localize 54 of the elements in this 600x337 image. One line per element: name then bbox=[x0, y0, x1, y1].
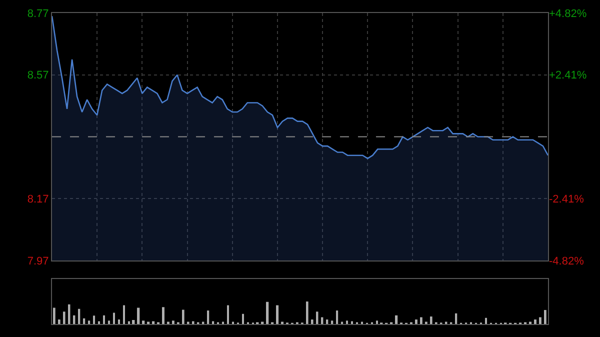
bar bbox=[128, 321, 130, 324]
bar bbox=[123, 305, 125, 324]
bar bbox=[83, 318, 86, 324]
bar bbox=[182, 310, 184, 324]
bar bbox=[455, 313, 458, 324]
y2-tick-label: -4.82% bbox=[549, 255, 584, 268]
y-tick-label: 8.77 bbox=[27, 8, 49, 20]
bar bbox=[98, 321, 100, 324]
bar bbox=[73, 315, 76, 324]
bar bbox=[351, 321, 353, 324]
bar bbox=[485, 318, 487, 324]
bar bbox=[207, 310, 210, 324]
bar bbox=[376, 320, 378, 324]
y-tick-label: 7.97 bbox=[27, 255, 49, 268]
bar bbox=[212, 321, 214, 324]
bar bbox=[544, 310, 546, 324]
bar bbox=[242, 314, 244, 324]
bar bbox=[58, 319, 60, 324]
bar bbox=[539, 317, 542, 324]
bar bbox=[420, 317, 422, 324]
bar bbox=[53, 308, 56, 324]
y2-tick-label: +2.41% bbox=[549, 70, 587, 82]
bar bbox=[63, 312, 66, 324]
bar bbox=[266, 302, 269, 324]
bar bbox=[132, 320, 135, 324]
bar bbox=[113, 312, 115, 324]
bar bbox=[142, 320, 145, 324]
bar bbox=[326, 319, 328, 324]
bar bbox=[346, 320, 348, 324]
bar bbox=[227, 305, 229, 324]
bar bbox=[336, 310, 338, 324]
y-tick-label: 8.57 bbox=[27, 70, 49, 82]
bar bbox=[276, 305, 279, 324]
bar bbox=[306, 301, 308, 324]
bar bbox=[93, 316, 96, 324]
bar bbox=[321, 317, 324, 324]
y2-tick-label: +4.82% bbox=[549, 8, 587, 20]
y-tick-label: 8.17 bbox=[27, 194, 49, 206]
bar bbox=[118, 319, 120, 324]
y2-tick-label: -2.41% bbox=[549, 194, 584, 206]
bar bbox=[162, 307, 164, 324]
bar bbox=[108, 320, 110, 324]
bar bbox=[103, 315, 105, 324]
bar bbox=[137, 308, 140, 324]
bar bbox=[316, 312, 318, 324]
bar bbox=[430, 316, 432, 324]
bar bbox=[395, 315, 398, 324]
bar bbox=[331, 320, 334, 324]
bar bbox=[534, 319, 536, 324]
bar bbox=[88, 320, 90, 324]
bar bbox=[311, 319, 314, 324]
bar bbox=[172, 320, 174, 324]
bar bbox=[78, 308, 80, 324]
bar bbox=[415, 319, 418, 324]
